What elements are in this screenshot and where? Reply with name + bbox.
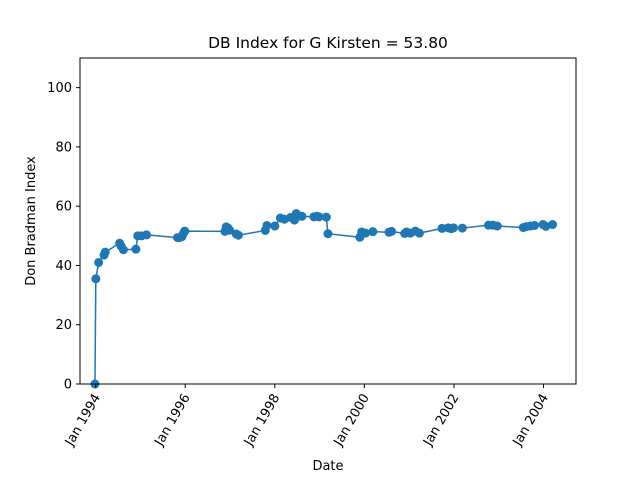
- y-tick-label: 40: [55, 259, 72, 274]
- data-point: [100, 247, 110, 257]
- series-layer: [90, 209, 558, 389]
- y-tick-label: 80: [55, 140, 72, 155]
- data-point: [321, 212, 331, 222]
- x-axis-label: Date: [312, 459, 343, 474]
- data-point: [530, 220, 540, 230]
- data-point: [541, 221, 551, 231]
- y-axis: 0 20 40 60 80 100: [47, 81, 80, 393]
- chart-title: DB Index for G Kirsten = 53.80: [208, 34, 448, 52]
- data-point: [449, 223, 458, 233]
- data-point: [387, 226, 397, 236]
- data-point: [233, 230, 243, 240]
- data-point: [323, 229, 333, 239]
- data-point: [262, 220, 272, 230]
- data-point: [225, 225, 235, 235]
- data-point: [492, 221, 502, 231]
- plot-frame: [79, 57, 577, 385]
- data-point: [297, 211, 307, 221]
- data-point: [142, 230, 152, 240]
- y-tick-label: 20: [55, 318, 72, 333]
- data-point: [314, 212, 324, 222]
- data-point: [91, 274, 101, 284]
- y-axis-label: Don Bradman Index: [24, 156, 39, 286]
- data-point: [94, 257, 104, 267]
- y-tick-label: 60: [55, 200, 72, 215]
- data-point: [360, 228, 370, 238]
- data-point: [270, 221, 280, 231]
- data-point: [548, 220, 558, 230]
- y-tick-label: 100: [47, 81, 72, 96]
- data-point: [131, 244, 141, 254]
- data-point: [180, 226, 190, 236]
- data-point: [368, 227, 378, 237]
- data-point: [457, 223, 467, 233]
- y-tick-label: 0: [64, 378, 72, 393]
- data-point: [118, 245, 128, 255]
- data-point: [414, 228, 424, 238]
